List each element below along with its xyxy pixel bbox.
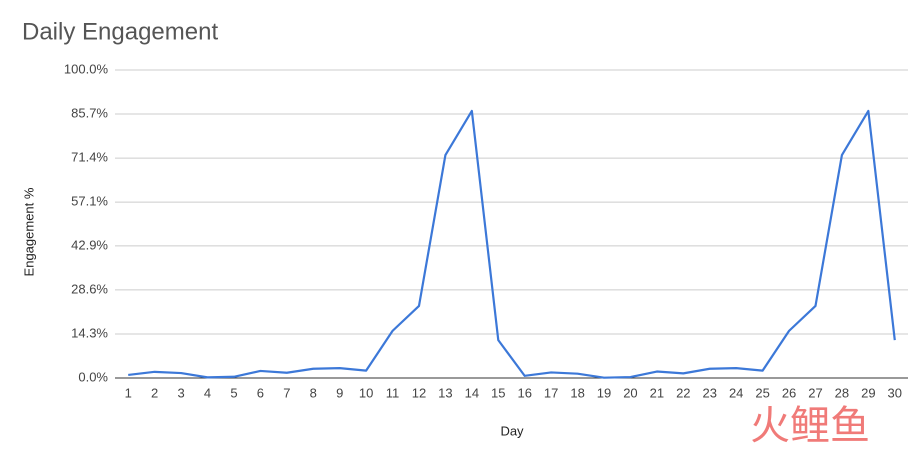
x-tick-label: 29 bbox=[861, 385, 875, 400]
x-tick-label: 12 bbox=[412, 385, 426, 400]
x-tick-label: 4 bbox=[204, 385, 211, 400]
y-tick-label: 14.3% bbox=[71, 325, 108, 340]
x-tick-label: 23 bbox=[703, 385, 717, 400]
x-axis-title: Day bbox=[500, 423, 524, 438]
watermark: 火鲤鱼 bbox=[750, 403, 870, 449]
x-tick-label: 7 bbox=[283, 385, 290, 400]
x-tick-label: 11 bbox=[386, 385, 400, 400]
y-tick-label: 57.1% bbox=[71, 194, 108, 209]
x-tick-label: 18 bbox=[570, 385, 584, 400]
x-tick-label: 17 bbox=[544, 385, 558, 400]
x-tick-label: 30 bbox=[888, 385, 902, 400]
x-tick-label: 3 bbox=[177, 385, 184, 400]
x-tick-label: 5 bbox=[230, 385, 237, 400]
x-tick-label: 6 bbox=[257, 385, 264, 400]
y-tick-label: 28.6% bbox=[71, 281, 108, 296]
x-tick-label: 9 bbox=[336, 385, 343, 400]
chart-title: Daily Engagement bbox=[22, 18, 218, 45]
y-tick-label: 85.7% bbox=[71, 105, 108, 120]
x-tick-label: 15 bbox=[491, 385, 505, 400]
x-tick-label: 28 bbox=[835, 385, 849, 400]
y-tick-label: 100.0% bbox=[64, 61, 109, 76]
x-tick-label: 26 bbox=[782, 385, 796, 400]
y-tick-label: 0.0% bbox=[78, 369, 108, 384]
data-line bbox=[128, 109, 896, 379]
x-tick-label: 25 bbox=[755, 385, 769, 400]
x-tick-label: 14 bbox=[465, 385, 479, 400]
y-tick-label: 42.9% bbox=[71, 237, 108, 252]
x-tick-label: 13 bbox=[438, 385, 452, 400]
x-tick-label: 2 bbox=[151, 385, 158, 400]
x-tick-label: 19 bbox=[597, 385, 611, 400]
x-tick-label: 27 bbox=[808, 385, 822, 400]
x-tick-label: 10 bbox=[359, 385, 373, 400]
x-tick-label: 16 bbox=[517, 385, 531, 400]
x-tick-label: 8 bbox=[310, 385, 317, 400]
x-tick-label: 21 bbox=[650, 385, 664, 400]
x-tick-label: 22 bbox=[676, 385, 690, 400]
x-tick-label: 24 bbox=[729, 385, 743, 400]
x-tick-label: 1 bbox=[125, 385, 132, 400]
y-tick-label: 71.4% bbox=[71, 150, 108, 165]
x-tick-label: 20 bbox=[623, 385, 637, 400]
y-axis-title: Engagement % bbox=[21, 187, 36, 276]
